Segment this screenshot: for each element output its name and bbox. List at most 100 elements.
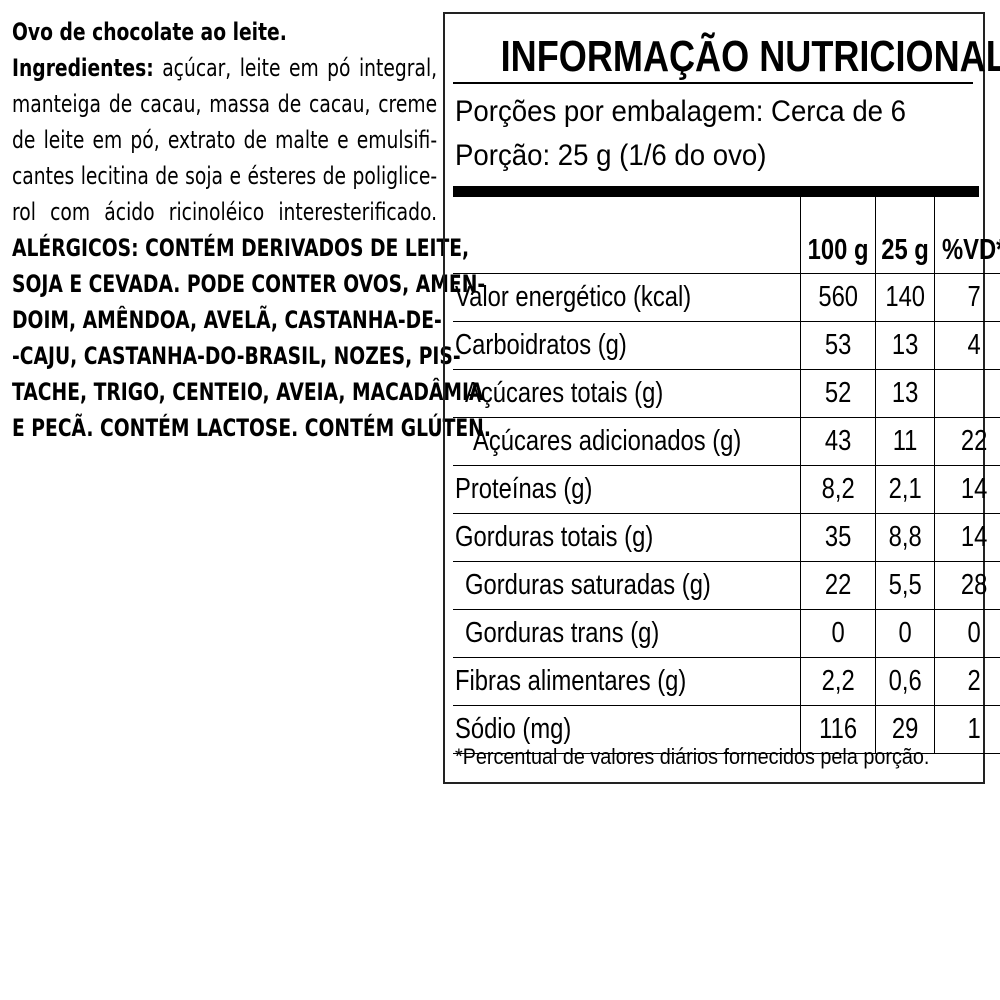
table-header-row: 100 g 25 g %VD*: [453, 197, 1000, 274]
value-100g-text: 116: [819, 713, 858, 745]
value-100g-text: 22: [825, 569, 852, 601]
nutrient-name-text: Sódio (mg): [455, 713, 572, 745]
value-100g: 22: [800, 561, 876, 610]
nutrition-title: INFORMAÇÃO NUTRICIONAL: [500, 32, 1000, 81]
table-row: Carboidratos (g) 53 13 4: [453, 321, 1000, 370]
value-25g-text: 8,8: [888, 521, 922, 553]
column-header-label: 25 g: [881, 234, 930, 266]
value-25g: 13: [875, 369, 935, 418]
value-100g: 560: [800, 273, 876, 322]
ingredients-text: de leite em pó, extrato de malte e emuls…: [12, 126, 438, 154]
nutrient-name: Proteínas (g): [453, 465, 801, 514]
nutrient-name: Gorduras trans (g): [453, 609, 801, 658]
value-100g: 116: [800, 705, 876, 754]
nutrient-name-text: Açúcares totais (g): [465, 377, 664, 409]
value-daily-percent-text: 22: [960, 425, 988, 457]
nutrient-name-text: Gorduras saturadas (g): [465, 569, 711, 601]
value-100g: 35: [800, 513, 876, 562]
ingredients-line: cantes lecitina de soja e ésteres de pol…: [12, 158, 437, 194]
value-25g-text: 11: [893, 425, 918, 457]
value-daily-percent-text: 14: [960, 473, 988, 505]
value-100g: 0: [800, 609, 876, 658]
product-description: Ovo de chocolate ao leite. Ingredientes:…: [12, 14, 491, 446]
value-25g: 13: [875, 321, 935, 370]
allergens-line: DOIM, AMÊNDOA, AVELÃ, CASTANHA-DE-: [12, 306, 442, 334]
value-daily-percent: 22: [934, 417, 1000, 466]
nutrition-table: 100 g 25 g %VD* Valor energético (kcal) 560 1…: [453, 197, 1000, 754]
value-daily-percent-text: 1: [967, 713, 981, 745]
footnote: *Percentual de valores diários fornecido…: [455, 744, 930, 769]
value-daily-percent: 0: [934, 609, 1000, 658]
nutrient-name: Açúcares adicionados (g): [453, 417, 801, 466]
serving-size: Porção: 25 g (1/6 do ovo): [455, 139, 767, 172]
value-daily-percent: 2: [934, 657, 1000, 706]
value-daily-percent-text: 0: [967, 617, 981, 649]
divider: [453, 82, 973, 84]
column-header-label: 100 g: [807, 234, 869, 266]
value-25g: 29: [875, 705, 935, 754]
value-daily-percent: [934, 369, 1000, 418]
value-25g-text: 140: [885, 281, 926, 313]
nutrient-name: Fibras alimentares (g): [453, 657, 801, 706]
value-100g-text: 0: [831, 617, 845, 649]
value-daily-percent: 7: [934, 273, 1000, 322]
value-25g: 0: [875, 609, 935, 658]
value-daily-percent: 14: [934, 513, 1000, 562]
thick-divider: [453, 186, 979, 197]
ingredients-label: Ingredientes:: [12, 54, 154, 82]
value-100g: 2,2: [800, 657, 876, 706]
value-25g: 11: [875, 417, 935, 466]
table-row: Gorduras totais (g) 35 8,8 14: [453, 513, 1000, 562]
value-25g-text: 2,1: [888, 473, 922, 505]
column-header-label: %VD*: [942, 234, 1000, 266]
ingredients-text: manteiga de cacau, massa de cacau, creme: [12, 90, 438, 118]
nutrition-facts-panel: INFORMAÇÃO NUTRICIONAL Porções por embal…: [443, 12, 1000, 784]
value-daily-percent: 28: [934, 561, 1000, 610]
nutrient-name: Sódio (mg): [453, 705, 801, 754]
nutrient-name-text: Proteínas (g): [455, 473, 593, 505]
allergens-line: SOJA E CEVADA. PODE CONTER OVOS, AMEN-: [12, 270, 486, 298]
servings-per-package: Porções por embalagem: Cerca de 6: [455, 95, 907, 128]
table-row: Fibras alimentares (g) 2,2 0,6 2: [453, 657, 1000, 706]
ingredients-text: açúcar, leite em pó integral,: [162, 54, 438, 82]
value-25g-text: 0,6: [888, 665, 922, 697]
nutrient-name: Gorduras totais (g): [453, 513, 801, 562]
ingredients-line: manteiga de cacau, massa de cacau, creme: [12, 86, 437, 122]
value-100g: 43: [800, 417, 876, 466]
nutrient-name-text: Gorduras trans (g): [465, 617, 660, 649]
table-row: Açúcares totais (g) 52 13: [453, 369, 1000, 418]
allergens-line: TACHE, TRIGO, CENTEIO, AVEIA, MACADÂMIA: [12, 378, 484, 406]
value-25g: 8,8: [875, 513, 935, 562]
value-100g-text: 2,2: [821, 665, 855, 697]
ingredients-text: cantes lecitina de soja e ésteres de pol…: [12, 162, 438, 190]
value-daily-percent: 14: [934, 465, 1000, 514]
ingredients-line: Ingredientes: açúcar, leite em pó integr…: [12, 50, 437, 86]
table-row: Gorduras saturadas (g) 22 5,5 28: [453, 561, 1000, 610]
value-daily-percent: 4: [934, 321, 1000, 370]
table-row: Gorduras trans (g) 0 0 0: [453, 609, 1000, 658]
value-100g-text: 35: [825, 521, 852, 553]
column-header: [453, 197, 801, 274]
value-100g: 8,2: [800, 465, 876, 514]
table-row: Valor energético (kcal) 560 140 7: [453, 273, 1000, 322]
value-daily-percent-text: 4: [967, 329, 981, 361]
allergens-line: E PECÃ. CONTÉM LACTOSE. CONTÉM GLÚTEN.: [12, 414, 491, 442]
value-25g-text: 5,5: [888, 569, 922, 601]
ingredients-line: rol com ácido ricinoléico interesterific…: [12, 194, 437, 230]
nutrient-name-text: Gorduras totais (g): [455, 521, 654, 553]
value-100g-text: 43: [825, 425, 852, 457]
value-25g-text: 13: [892, 377, 919, 409]
column-header: %VD*: [934, 197, 1000, 274]
value-100g-text: 560: [818, 281, 859, 313]
value-25g: 0,6: [875, 657, 935, 706]
value-daily-percent: 1: [934, 705, 1000, 754]
nutrient-name-text: Fibras alimentares (g): [455, 665, 687, 697]
value-100g: 53: [800, 321, 876, 370]
nutrient-name: Gorduras saturadas (g): [453, 561, 801, 610]
ingredients-line: de leite em pó, extrato de malte e emuls…: [12, 122, 437, 158]
value-100g-text: 52: [825, 377, 852, 409]
ingredients-text: rol com ácido ricinoléico interesterific…: [12, 198, 438, 226]
value-25g-text: 0: [898, 617, 913, 649]
value-25g: 140: [875, 273, 935, 322]
value-daily-percent-text: 2: [967, 665, 981, 697]
